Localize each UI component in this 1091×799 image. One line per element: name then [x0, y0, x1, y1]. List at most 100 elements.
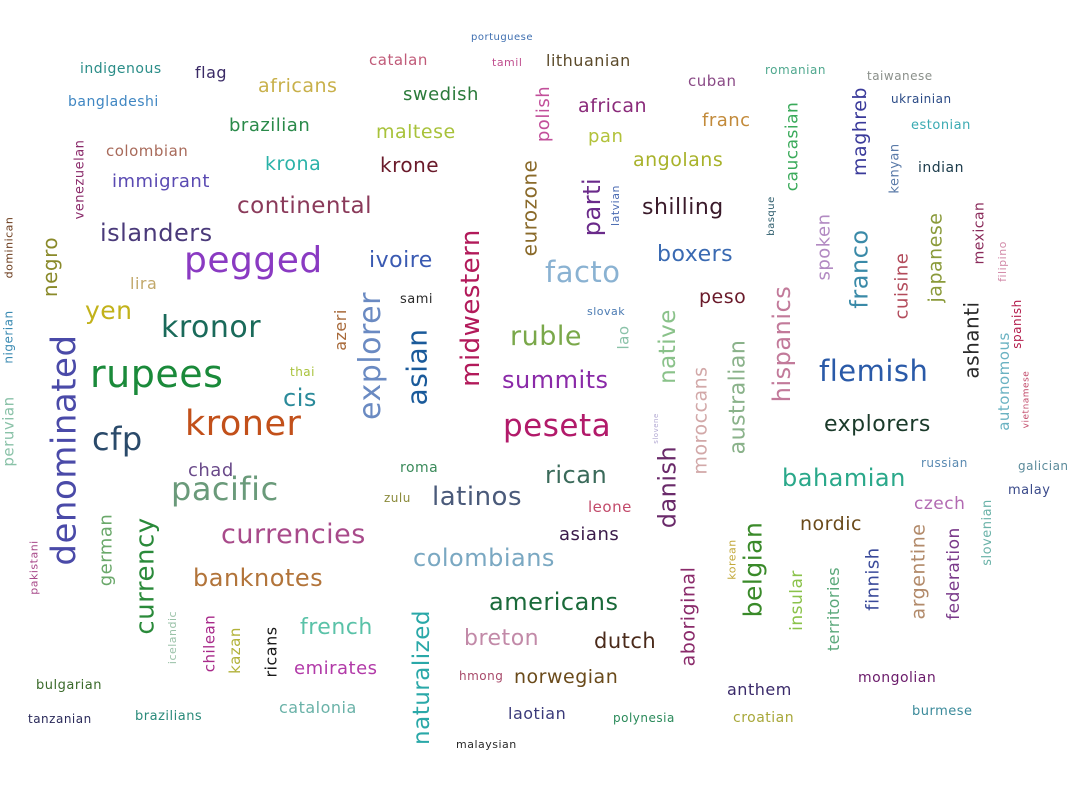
- word-romanian: romanian: [765, 63, 826, 77]
- word-norwegian: norwegian: [514, 666, 619, 688]
- word-naturalized: naturalized: [408, 610, 435, 745]
- word-explorers: explorers: [824, 412, 931, 437]
- word-ukrainian: ukrainian: [891, 92, 952, 106]
- word-peso: peso: [699, 286, 747, 308]
- word-americans: americans: [489, 588, 619, 616]
- word-ricans: ricans: [261, 626, 281, 678]
- word-thai: thai: [290, 365, 315, 379]
- word-rican: rican: [545, 461, 608, 489]
- word-mexican: mexican: [971, 201, 988, 265]
- word-estonian: estonian: [911, 118, 971, 133]
- word-emirates: emirates: [294, 658, 378, 679]
- word-kroner: kroner: [185, 404, 302, 444]
- word-latvian: latvian: [608, 185, 622, 226]
- word-pacific: pacific: [171, 470, 279, 508]
- word-immigrant: immigrant: [112, 171, 210, 192]
- word-cuisine: cuisine: [891, 252, 913, 320]
- word-venezuelan: venezuelan: [72, 139, 88, 220]
- word-bulgarian: bulgarian: [36, 678, 102, 693]
- word-autonomous: autonomous: [994, 332, 1013, 431]
- word-shilling: shilling: [642, 195, 724, 220]
- word-roma: roma: [400, 460, 439, 476]
- word-facto: facto: [545, 255, 621, 289]
- word-summits: summits: [502, 366, 609, 394]
- word-nigerian: nigerian: [1, 310, 16, 364]
- word-vietnamese: vietnamese: [1021, 370, 1032, 429]
- word-nordic: nordic: [800, 513, 862, 535]
- word-boxers: boxers: [657, 242, 734, 267]
- word-caucasian: caucasian: [782, 101, 803, 192]
- word-kenyan: kenyan: [887, 143, 903, 194]
- word-lira: lira: [130, 274, 158, 293]
- word-leone: leone: [588, 498, 632, 516]
- word-malaysian: malaysian: [456, 738, 517, 751]
- word-krona: krona: [265, 153, 322, 175]
- word-native: native: [654, 309, 681, 384]
- word-pan: pan: [588, 126, 624, 147]
- word-tanzanian: tanzanian: [28, 712, 92, 726]
- word-zulu: zulu: [384, 491, 411, 505]
- word-maghreb: maghreb: [848, 87, 871, 176]
- word-hmong: hmong: [459, 669, 504, 683]
- word-moroccans: moroccans: [689, 366, 712, 475]
- word-finnish: finnish: [862, 547, 884, 611]
- word-taiwanese: taiwanese: [867, 69, 933, 83]
- word-cuban: cuban: [688, 72, 737, 90]
- word-territories: territories: [824, 566, 844, 652]
- word-ashanti: ashanti: [959, 301, 984, 379]
- word-breton: breton: [464, 626, 540, 651]
- word-catalonia: catalonia: [279, 698, 357, 717]
- word-pakistani: pakistani: [27, 540, 41, 595]
- word-basque: basque: [765, 196, 777, 236]
- word-banknotes: banknotes: [193, 564, 324, 592]
- word-laotian: laotian: [508, 704, 567, 723]
- word-currencies: currencies: [221, 519, 366, 550]
- word-portuguese: portuguese: [471, 32, 534, 43]
- word-latinos: latinos: [432, 482, 523, 512]
- word-denominated: denominated: [44, 334, 85, 566]
- word-federation: federation: [943, 527, 964, 620]
- word-russian: russian: [921, 456, 968, 470]
- word-negro: negro: [38, 236, 63, 298]
- word-asians: asians: [559, 524, 620, 545]
- word-african: african: [578, 95, 648, 117]
- word-argentine: argentine: [907, 523, 930, 620]
- word-malay: malay: [1008, 483, 1051, 498]
- word-indigenous: indigenous: [80, 61, 162, 77]
- word-azeri: azeri: [330, 309, 350, 351]
- word-cfp: cfp: [92, 420, 143, 458]
- word-hispanics: hispanics: [768, 285, 797, 403]
- word-midwestern: midwestern: [455, 229, 486, 387]
- word-peruvian: peruvian: [0, 396, 18, 467]
- word-kronor: kronor: [161, 310, 262, 345]
- word-peseta: peseta: [503, 408, 612, 444]
- word-islanders: islanders: [100, 219, 213, 247]
- word-franc: franc: [702, 110, 751, 131]
- word-parti: parti: [578, 177, 607, 237]
- word-indian: indian: [918, 160, 964, 176]
- word-anthem: anthem: [727, 680, 792, 699]
- word-insular: insular: [786, 570, 807, 631]
- word-colombian: colombian: [106, 142, 189, 160]
- word-slovak: slovak: [587, 305, 626, 318]
- word-danish: danish: [653, 445, 682, 529]
- word-explorer: explorer: [352, 292, 388, 420]
- word-cis: cis: [283, 384, 317, 412]
- word-chad: chad: [188, 460, 234, 481]
- word-australian: australian: [725, 339, 751, 455]
- word-tamil: tamil: [492, 56, 523, 69]
- word-polish: polish: [533, 85, 555, 143]
- word-lithuanian: lithuanian: [546, 51, 631, 70]
- word-asian: asian: [400, 328, 434, 406]
- word-africans: africans: [258, 75, 338, 97]
- word-colombians: colombians: [413, 544, 555, 572]
- word-aboriginal: aboriginal: [677, 566, 700, 667]
- word-ivoire: ivoire: [369, 248, 433, 273]
- word-sami: sami: [400, 292, 434, 307]
- word-kazan: kazan: [225, 627, 244, 674]
- word-dominican: dominican: [2, 216, 16, 279]
- word-slovenian: slovenian: [979, 499, 995, 566]
- word-icelandic: icelandic: [166, 610, 180, 665]
- word-brazilians: brazilians: [135, 709, 203, 724]
